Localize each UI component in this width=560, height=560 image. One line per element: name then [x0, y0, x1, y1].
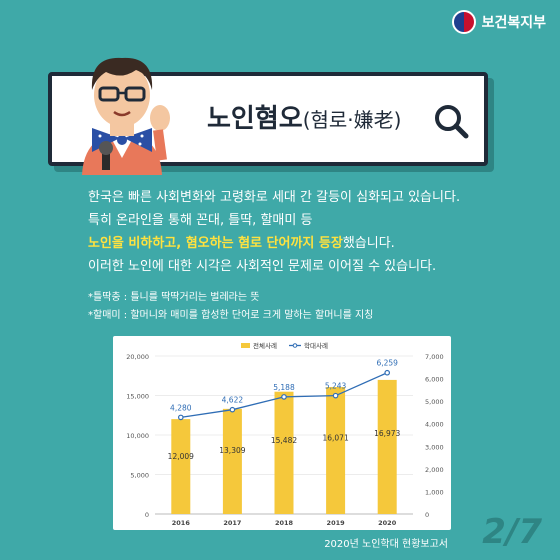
line-point: [229, 406, 236, 413]
line-point: [384, 369, 391, 376]
line-point: [281, 394, 287, 400]
bar: [222, 408, 242, 514]
bar: [377, 379, 397, 514]
line-data-label: 6,259: [376, 359, 398, 368]
y-tick-right: 2,000: [425, 466, 444, 474]
bar-data-label: 16,071: [322, 433, 348, 442]
bar: [171, 419, 191, 514]
bar-data-label: 16,973: [374, 429, 400, 438]
line-data-label: 4,280: [170, 403, 192, 412]
intro-line-3: 노인을 비하하고, 혐오하는 혐로 단어까지 등장했습니다.: [88, 232, 528, 255]
line-data-label: 4,622: [222, 396, 244, 405]
intro-line-4: 이러한 노인에 대한 시각은 사회적인 문제로 이어질 수 있습니다.: [88, 259, 437, 274]
y-tick-right: 1,000: [425, 488, 444, 496]
y-tick-right: 3,000: [425, 443, 444, 451]
x-tick-label: 2016: [172, 519, 191, 527]
search-icon: [435, 105, 469, 139]
ministry-name: 보건복지부: [481, 15, 546, 31]
footnote-2: *할매미 : 할머니와 매미를 합성한 단어로 크게 말하는 할머니를 지칭: [88, 310, 374, 321]
intro-line-1: 한국은 빠른 사회변화와 고령화로 세대 간 갈등이 심화되고 있습니다.: [88, 190, 461, 205]
ministry-logo: 보건복지부: [451, 10, 546, 34]
bar-data-label: 13,309: [219, 446, 245, 455]
title-sub: (혐로·嫌老): [302, 108, 402, 132]
y-tick-right: 4,000: [425, 421, 444, 429]
host-character-illustration: [82, 57, 170, 175]
x-tick-label: 2017: [223, 519, 241, 527]
legend-bar-swatch: [241, 343, 250, 348]
line-data-label: 5,243: [325, 382, 347, 391]
y-tick-right: 7,000: [425, 353, 444, 361]
y-tick-right: 5,000: [425, 398, 444, 406]
page-title: 노인혐오(혐로·嫌老): [207, 98, 401, 135]
y-tick-right: 6,000: [425, 376, 444, 384]
bar: [274, 391, 294, 514]
line-data-label: 5,188: [273, 383, 295, 392]
y-tick-left: 10,000: [126, 432, 149, 440]
intro-line-3-rest: 했습니다.: [342, 236, 395, 251]
y-tick-left: 15,000: [126, 393, 149, 401]
intro-highlight: 노인을 비하하고, 혐오하는 혐로 단어까지 등장: [88, 236, 343, 251]
footnotes: *틀딱충 : 틀니를 딱딱거리는 벌레라는 뜻 *할매미 : 할머니와 매미를 …: [88, 289, 373, 325]
taegeuk-icon: [451, 10, 476, 34]
legend-line-marker: [292, 343, 298, 348]
x-tick-label: 2019: [327, 519, 346, 527]
title-main: 노인혐오: [207, 104, 303, 134]
y-tick-left: 20,000: [126, 353, 149, 361]
y-tick-left: 0: [145, 511, 149, 519]
y-tick-right: 0: [425, 511, 429, 519]
line-point: [332, 392, 339, 399]
elder-abuse-chart: 20,000 15,000 10,000 5,000 0 7,000 6,000 5,000 4…: [126, 341, 444, 527]
y-tick-left: 5,000: [130, 472, 149, 480]
chart-panel: 20,000 15,000 10,000 5,000 0 7,000 6,000 5,000 4…: [113, 336, 451, 530]
intro-text: 한국은 빠른 사회변화와 고령화로 세대 간 갈등이 심화되고 있습니다. 특히…: [88, 186, 528, 278]
bar: [326, 387, 346, 514]
line-point: [178, 414, 184, 421]
x-tick-label: 2020: [378, 519, 397, 527]
legend-line-label: 학대사례: [304, 341, 328, 350]
footnote-1: *틀딱충 : 틀니를 딱딱거리는 벌레라는 뜻: [88, 292, 260, 303]
x-tick-label: 2018: [275, 519, 294, 527]
bar-data-label: 12,009: [168, 452, 194, 461]
source-caption: 2020년 노인학대 현황보고서: [324, 539, 448, 550]
bar-data-label: 15,482: [271, 436, 297, 445]
page-number: 2/7: [482, 512, 542, 552]
intro-line-2: 특히 온라인을 통해 꼰대, 틀딱, 할매미 등: [88, 213, 313, 228]
legend-bar-label: 전체사례: [253, 341, 277, 350]
